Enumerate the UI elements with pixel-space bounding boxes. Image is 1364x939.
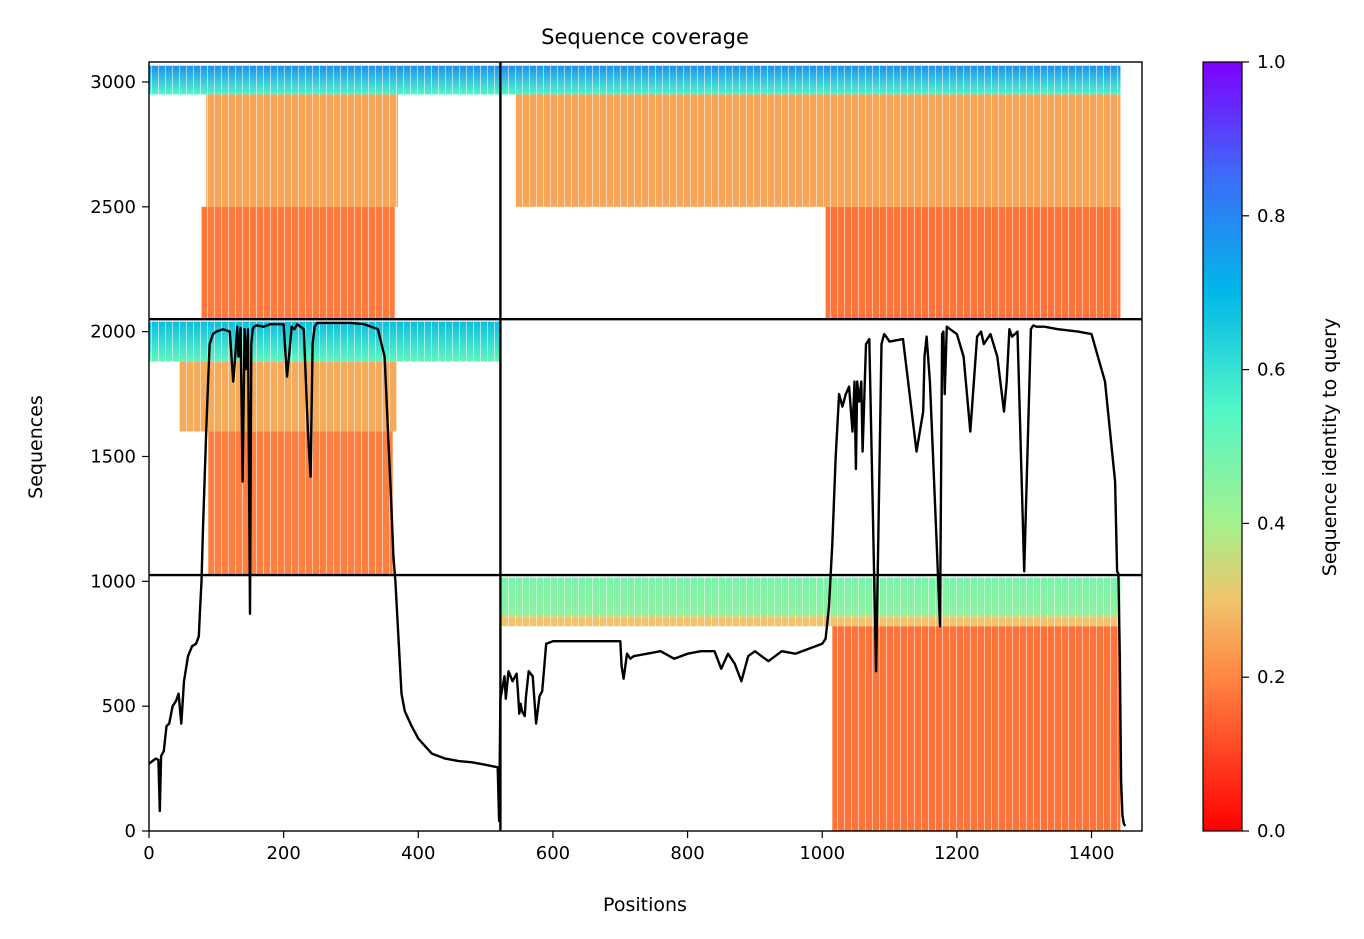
colorbar-label: Sequence identity to query xyxy=(1319,318,1341,576)
coverage-band-texture xyxy=(500,616,1121,627)
coverage-band-texture xyxy=(500,577,1121,617)
y-axis-ticks: 0 500 1000 1500 2000 2500 3000 xyxy=(90,72,149,842)
x-axis-ticks: 0 200 400 600 800 1000 1200 1400 xyxy=(143,831,1114,864)
coverage-line-layer xyxy=(149,321,1127,827)
coverage-block xyxy=(149,65,501,320)
colorbar-tick-label: 0.2 xyxy=(1257,667,1286,688)
coverage-block xyxy=(149,321,501,576)
coverage-band-texture xyxy=(149,321,501,362)
x-axis-label: Positions xyxy=(603,894,687,916)
coverage-band-texture xyxy=(201,206,395,320)
x-tick-label: 1400 xyxy=(1069,843,1115,864)
y-tick-label: 1000 xyxy=(90,571,136,592)
x-tick-label: 800 xyxy=(670,843,704,864)
x-tick-label: 400 xyxy=(401,843,435,864)
coverage-band-texture xyxy=(149,65,501,95)
coverage-band-texture xyxy=(515,94,1121,207)
x-tick-label: 1000 xyxy=(799,843,845,864)
x-tick-label: 1200 xyxy=(934,843,980,864)
colorbar-ticks: 0.0 0.2 0.4 0.6 0.8 1.0 xyxy=(1242,52,1286,842)
colorbar-tick-label: 1.0 xyxy=(1257,52,1286,73)
coverage-heatmap xyxy=(149,65,1121,831)
y-tick-label: 500 xyxy=(102,696,136,717)
coverage-band-texture xyxy=(832,626,1121,831)
y-tick-label: 2500 xyxy=(90,197,136,218)
y-tick-label: 1500 xyxy=(90,446,136,467)
coverage-block xyxy=(500,65,1121,320)
y-axis-label: Sequences xyxy=(25,395,47,499)
colorbar-tick-label: 0.0 xyxy=(1257,821,1286,842)
x-tick-label: 0 xyxy=(143,843,154,864)
coverage-band-texture xyxy=(206,94,399,207)
colorbar-tick-label: 0.8 xyxy=(1257,206,1286,227)
y-tick-label: 2000 xyxy=(90,322,136,343)
coverage-band-texture xyxy=(825,206,1121,320)
x-tick-label: 200 xyxy=(266,843,300,864)
coverage-band-texture xyxy=(500,65,1121,95)
coverage-block xyxy=(500,577,1121,831)
chart-title: Sequence coverage xyxy=(541,25,749,49)
colorbar-tick-label: 0.6 xyxy=(1257,360,1286,381)
coverage-line xyxy=(149,321,1127,827)
y-tick-label: 3000 xyxy=(90,72,136,93)
x-tick-label: 600 xyxy=(536,843,570,864)
coverage-band-texture xyxy=(208,431,393,576)
plot-frame xyxy=(148,61,1143,832)
colorbar xyxy=(1202,61,1243,832)
colorbar-tick-label: 0.4 xyxy=(1257,513,1286,534)
y-tick-label: 0 xyxy=(125,821,136,842)
